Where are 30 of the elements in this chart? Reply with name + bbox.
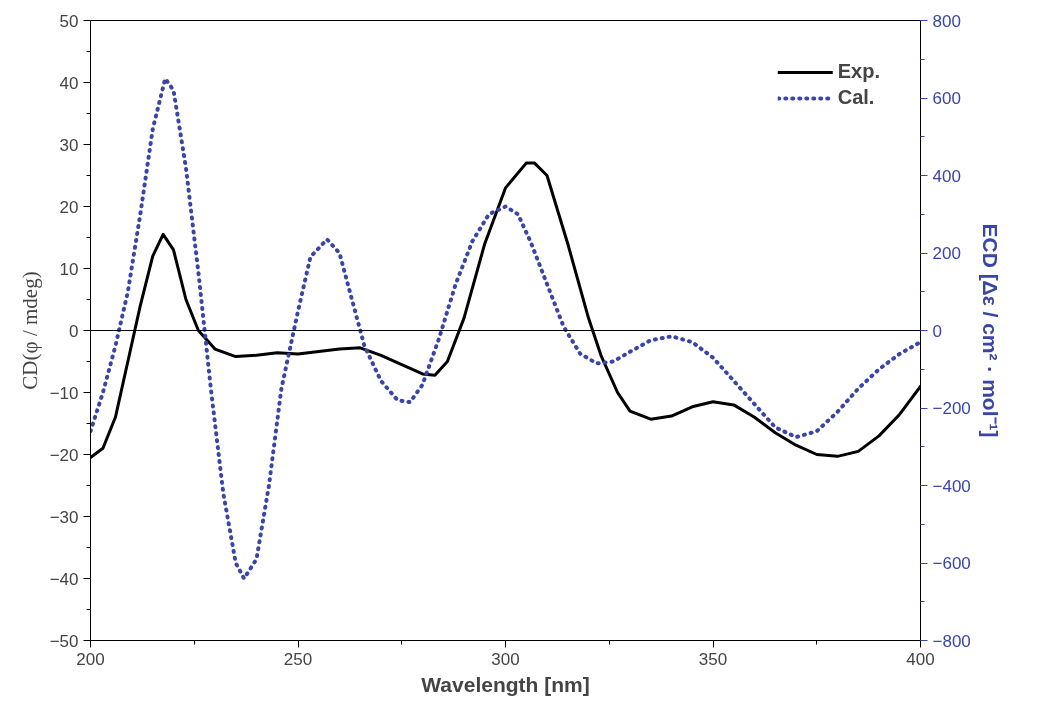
- legend-label: Cal.: [837, 86, 875, 109]
- y-tick-label: 0: [69, 321, 79, 341]
- y2-tick-label: −800: [932, 631, 971, 651]
- y-tick-label: −10: [49, 383, 79, 403]
- y2-tick-label: 200: [932, 244, 961, 263]
- y2-tick-label: 600: [932, 89, 961, 108]
- y-tick-label: 10: [59, 259, 79, 279]
- x-axis-title: Wavelength [nm]: [421, 672, 590, 696]
- y2-tick-label: 400: [932, 166, 961, 186]
- y-tick-label: 40: [59, 73, 79, 93]
- x-tick-label: 400: [906, 649, 935, 669]
- y-tick-label: −50: [49, 631, 79, 651]
- y-tick-label: 50: [59, 11, 79, 31]
- legend-label: Exp.: [837, 60, 880, 83]
- y2-tick-label: 0: [932, 321, 942, 341]
- y-tick-label: −40: [49, 569, 79, 589]
- y2-tick-label: −400: [932, 476, 971, 496]
- x-tick-label: 250: [283, 649, 313, 669]
- x-tick-label: 200: [76, 649, 105, 669]
- y2-tick-label: −200: [932, 399, 971, 418]
- y-axis-title: CD(φ / mdeg): [17, 271, 42, 390]
- y-tick-label: −30: [49, 507, 79, 527]
- y-tick-label: 20: [59, 197, 79, 217]
- x-tick-label: 300: [491, 649, 520, 669]
- y-tick-label: 30: [59, 135, 79, 155]
- x-tick-label: 350: [698, 649, 728, 669]
- y-tick-label: −20: [49, 445, 79, 465]
- y2-tick-label: 800: [932, 11, 961, 31]
- y2-tick-label: −600: [932, 554, 971, 573]
- y2-axis-title: ECD [Δε / cm² · mol⁻¹]: [978, 223, 1002, 438]
